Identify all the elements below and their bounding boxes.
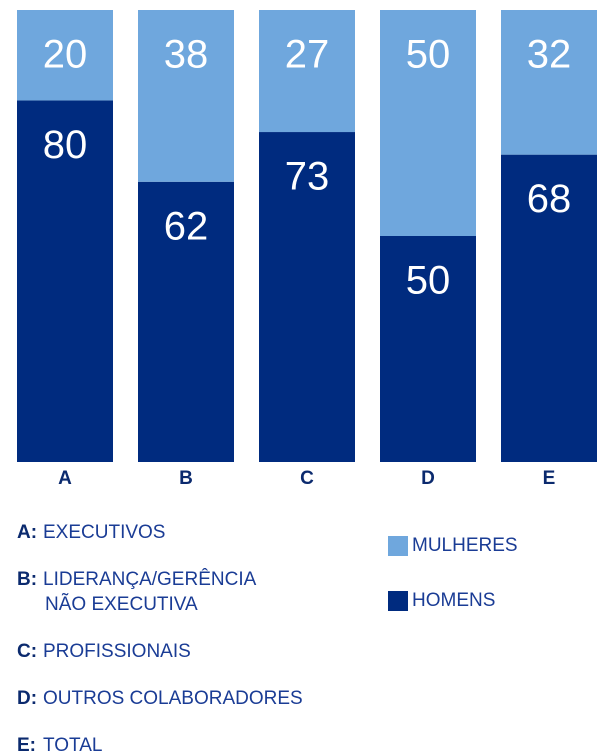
legend-label: HOMENS bbox=[412, 590, 495, 611]
note-text: OUTROS COLABORADORES bbox=[43, 688, 303, 709]
bar-segment bbox=[501, 154, 597, 462]
note-text: LIDERANÇA/GERÊNCIA bbox=[43, 568, 257, 590]
note-text: NÃO EXECUTIVA bbox=[45, 593, 198, 615]
x-tick-label: C bbox=[300, 468, 314, 489]
bar-segment bbox=[17, 100, 113, 463]
legend-label: MULHERES bbox=[412, 535, 518, 556]
data-label: 73 bbox=[285, 155, 330, 199]
legend-swatch bbox=[388, 536, 408, 556]
x-tick-label: D bbox=[421, 468, 435, 489]
note-text: TOTAL bbox=[43, 735, 102, 753]
legend-swatch bbox=[388, 591, 408, 611]
data-label: 50 bbox=[406, 33, 451, 77]
x-tick-label: B bbox=[179, 468, 193, 489]
note-key: C: bbox=[17, 641, 37, 662]
data-label: 80 bbox=[43, 123, 88, 167]
data-label: 62 bbox=[164, 204, 209, 248]
data-label: 68 bbox=[527, 177, 572, 221]
bar-segment bbox=[501, 10, 597, 155]
note-key: A: bbox=[17, 522, 37, 543]
bar-segment bbox=[259, 132, 355, 463]
data-label: 38 bbox=[164, 33, 209, 77]
bar-segment bbox=[17, 10, 113, 101]
note-key: B: bbox=[17, 569, 37, 590]
data-label: 27 bbox=[285, 33, 330, 77]
note-key: D: bbox=[17, 688, 37, 709]
x-tick-label: A bbox=[58, 468, 72, 489]
note-key: E: bbox=[17, 735, 36, 753]
bar-segment bbox=[380, 236, 476, 462]
note-text: EXECUTIVOS bbox=[43, 522, 165, 543]
data-label: 50 bbox=[406, 259, 451, 303]
x-tick-label: E bbox=[543, 468, 556, 489]
bar-segment bbox=[380, 10, 476, 236]
data-label: 32 bbox=[527, 33, 572, 77]
bar-segment bbox=[138, 181, 234, 462]
note-text: PROFISSIONAIS bbox=[43, 641, 191, 662]
data-label: 20 bbox=[43, 33, 88, 77]
bar-segment bbox=[259, 10, 355, 133]
bar-segment bbox=[138, 10, 234, 182]
